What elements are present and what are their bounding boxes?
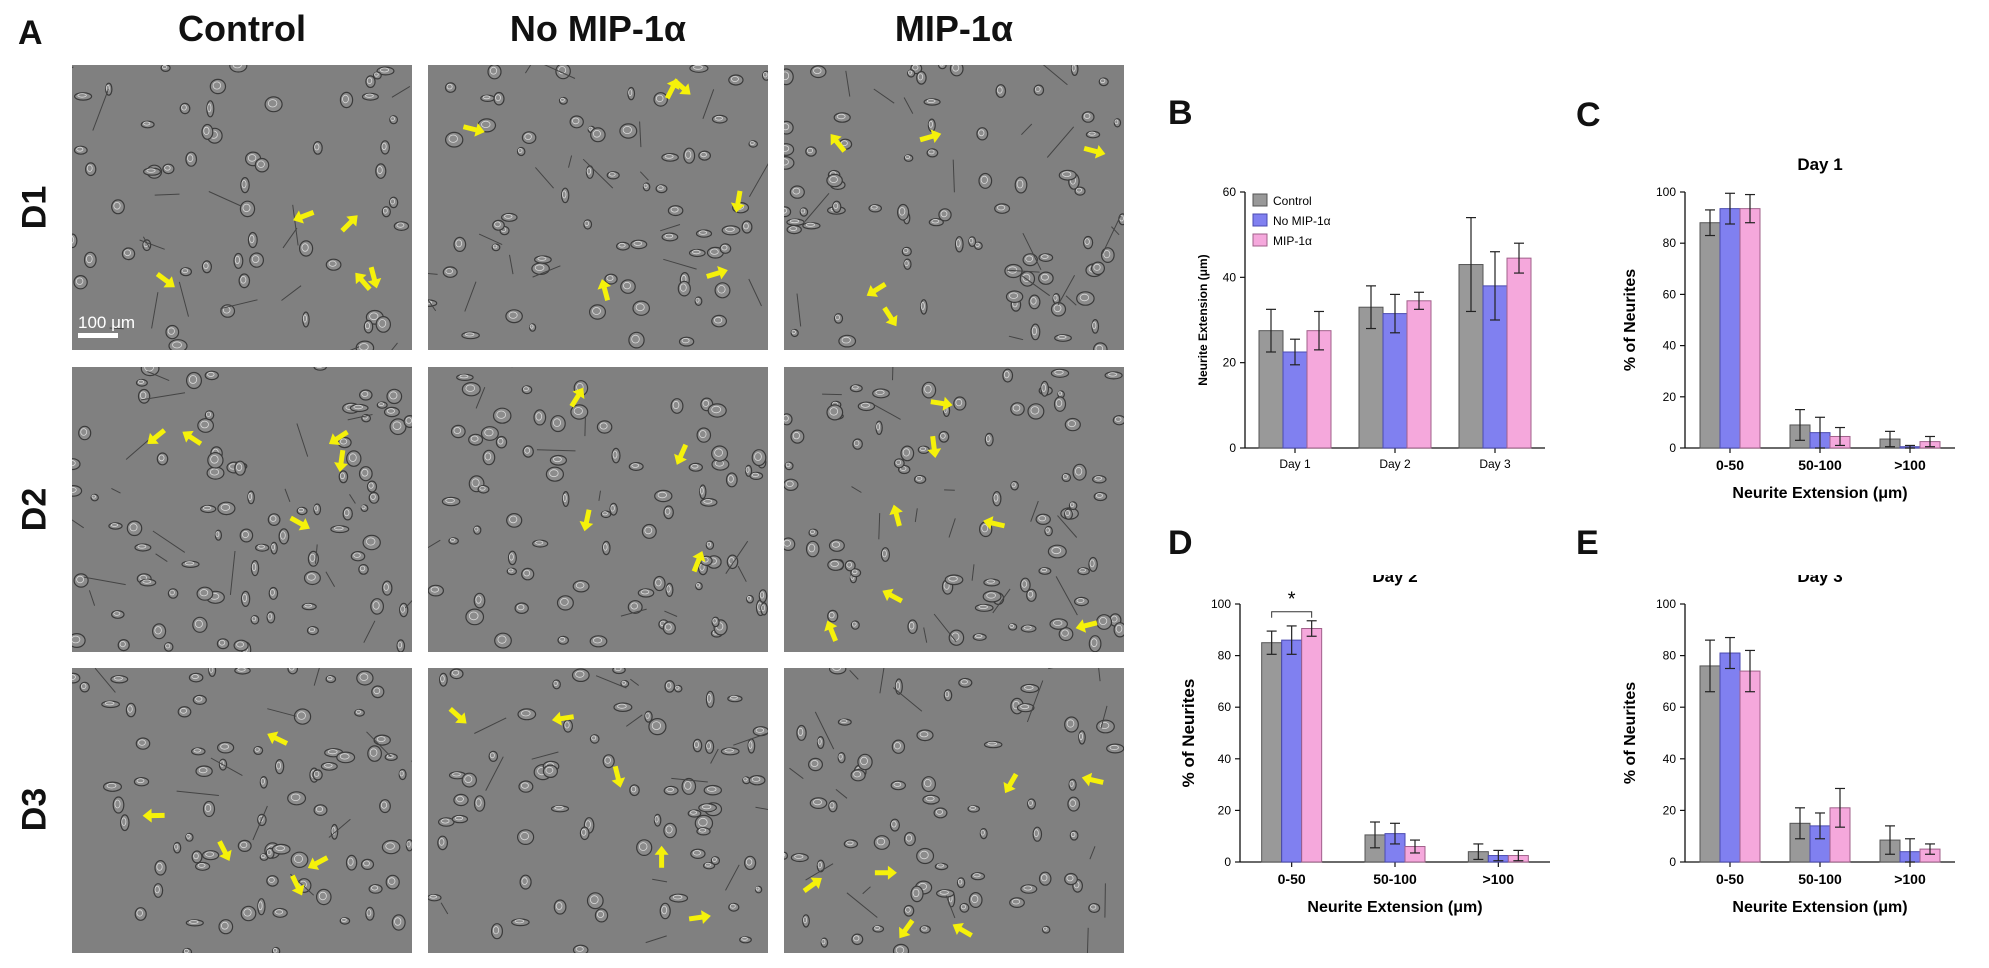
micrograph-d3-col2 [428, 668, 768, 953]
micrograph-d1-col2 [428, 65, 768, 350]
chart-b-legend-swatch [1252, 193, 1268, 207]
chart-d-y-tick-label: 0 [1224, 855, 1231, 869]
chart-e-bar [1719, 652, 1741, 863]
chart-c-y-tick-label: 80 [1663, 236, 1677, 250]
chart-b-bar [1382, 313, 1408, 449]
chart-b-legend-label: MIP-1α [1273, 234, 1312, 248]
chart-c-category-label: 50-100 [1798, 457, 1842, 473]
chart-day1-distribution: Day 1 0 20 40 60 80 100 0-50 50-100 >100 % of Neur… [1622, 155, 1955, 502]
chart-e-category-label: 0-50 [1716, 871, 1744, 887]
chart-b-category-label: Day 3 [1479, 457, 1511, 471]
chart-d-bar [1261, 642, 1283, 863]
chart-e-y-tick-label: 60 [1663, 700, 1677, 714]
chart-b-legend-label: No MIP-1α [1273, 214, 1331, 228]
chart-c-y-tick-label: 100 [1656, 185, 1676, 199]
chart-c-y-tick-label: 20 [1663, 390, 1677, 404]
chart-b-category-label: Day 1 [1279, 457, 1311, 471]
micrograph-d2-col2 [428, 367, 768, 652]
micrograph-d3-col3 [784, 668, 1124, 953]
chart-e-y-tick-label: 0 [1669, 855, 1676, 869]
chart-e-bar [1699, 665, 1721, 863]
chart-c-bar [1739, 208, 1761, 449]
chart-c-x-label: Neurite Extension (μm) [1732, 485, 1907, 502]
chart-b-y-tick-label: 20 [1223, 356, 1237, 370]
panel-label-c: C [1576, 96, 1601, 134]
scale-bar [78, 333, 118, 338]
chart-b-legend-swatch [1252, 213, 1268, 227]
chart-e-y-tick-label: 20 [1663, 803, 1677, 817]
chart-d-y-label: % of Neurites [1180, 679, 1198, 788]
chart-c-category-label: >100 [1894, 457, 1926, 473]
chart-e-x-label: Neurite Extension (μm) [1732, 899, 1907, 916]
chart-d-x-label: Neurite Extension (μm) [1307, 899, 1482, 916]
chart-d-category-label: >100 [1483, 871, 1515, 887]
chart-d-title: Day 2 [1372, 575, 1417, 586]
panel-label-e: E [1576, 524, 1599, 562]
chart-d-category-label: 0-50 [1278, 871, 1306, 887]
chart-day3-distribution: Day 3 0 20 40 60 80 100 0-50 50-100 >100 % of Neur… [1622, 575, 1955, 916]
chart-d-bar [1301, 628, 1323, 863]
chart-e-category-label: 50-100 [1798, 871, 1842, 887]
micrograph-d2-col1 [72, 367, 412, 652]
chart-d-y-tick-label: 20 [1218, 803, 1232, 817]
chart-e-bar [1739, 670, 1761, 863]
chart-e-title: Day 3 [1797, 575, 1842, 586]
row-label-d2: D2 [15, 487, 54, 532]
chart-c-title: Day 1 [1797, 155, 1842, 174]
chart-b-bar [1282, 351, 1308, 449]
chart-c-y-tick-label: 0 [1669, 441, 1676, 455]
chart-d-y-tick-label: 80 [1218, 649, 1232, 663]
chart-d-y-tick-label: 40 [1218, 752, 1232, 766]
micrograph-d2-col3 [784, 367, 1124, 652]
chart-b-bar [1358, 306, 1384, 449]
chart-b-legend-swatch [1252, 233, 1268, 247]
chart-e-y-tick-label: 100 [1656, 597, 1676, 611]
chart-e-y-tick-label: 80 [1663, 649, 1677, 663]
micrograph-d1-col3 [784, 65, 1124, 350]
chart-b-y-tick-label: 0 [1229, 441, 1236, 455]
chart-b-legend-label: Control [1273, 194, 1312, 208]
panel-label-a: A [18, 14, 43, 52]
chart-c-bar [1719, 208, 1741, 449]
chart-d-bar [1281, 639, 1303, 863]
column-title-no-mip: No MIP-1α [509, 8, 687, 49]
chart-b-y-tick-label: 60 [1223, 185, 1237, 199]
chart-c-category-label: 0-50 [1716, 457, 1744, 473]
column-title-control: Control [178, 8, 306, 49]
scale-bar-label: 100 μm [78, 313, 136, 332]
chart-b-bar [1406, 300, 1432, 449]
chart-b-bar [1506, 257, 1532, 449]
micrograph-d1-col1 [72, 65, 412, 350]
chart-neurite-extension-by-day: 0 20 40 60 Day 1 Day 2 Day 3 Neurite Extension … [1196, 185, 1545, 471]
chart-d-significance-star: * [1288, 589, 1296, 611]
chart-c-y-tick-label: 40 [1663, 339, 1677, 353]
panel-label-d: D [1168, 524, 1193, 562]
chart-c-bar [1699, 222, 1721, 449]
chart-c-y-label: % of Neurites [1622, 269, 1639, 371]
chart-day2-distribution: Day 2 0 20 40 60 80 100 0-50 50-100 >100 % of Neur… [1180, 575, 1550, 916]
chart-d-y-tick-label: 100 [1211, 597, 1231, 611]
chart-d-y-tick-label: 60 [1218, 700, 1232, 714]
row-label-d1: D1 [15, 185, 54, 230]
chart-d-significance-bracket [1271, 611, 1313, 618]
chart-e-y-tick-label: 40 [1663, 752, 1677, 766]
chart-d-category-label: 50-100 [1373, 871, 1417, 887]
chart-e-category-label: >100 [1894, 871, 1926, 887]
chart-b-category-label: Day 2 [1379, 457, 1411, 471]
panel-label-b: B [1168, 94, 1193, 132]
row-label-d3: D3 [15, 787, 54, 832]
column-title-mip: MIP-1α [894, 8, 1014, 49]
chart-b-y-tick-label: 40 [1223, 270, 1237, 284]
chart-b-y-label: Neurite Extension (μm) [1196, 254, 1210, 385]
chart-e-y-label: % of Neurites [1622, 682, 1639, 784]
chart-c-y-tick-label: 60 [1663, 287, 1677, 301]
micrograph-d3-col1 [72, 668, 412, 953]
